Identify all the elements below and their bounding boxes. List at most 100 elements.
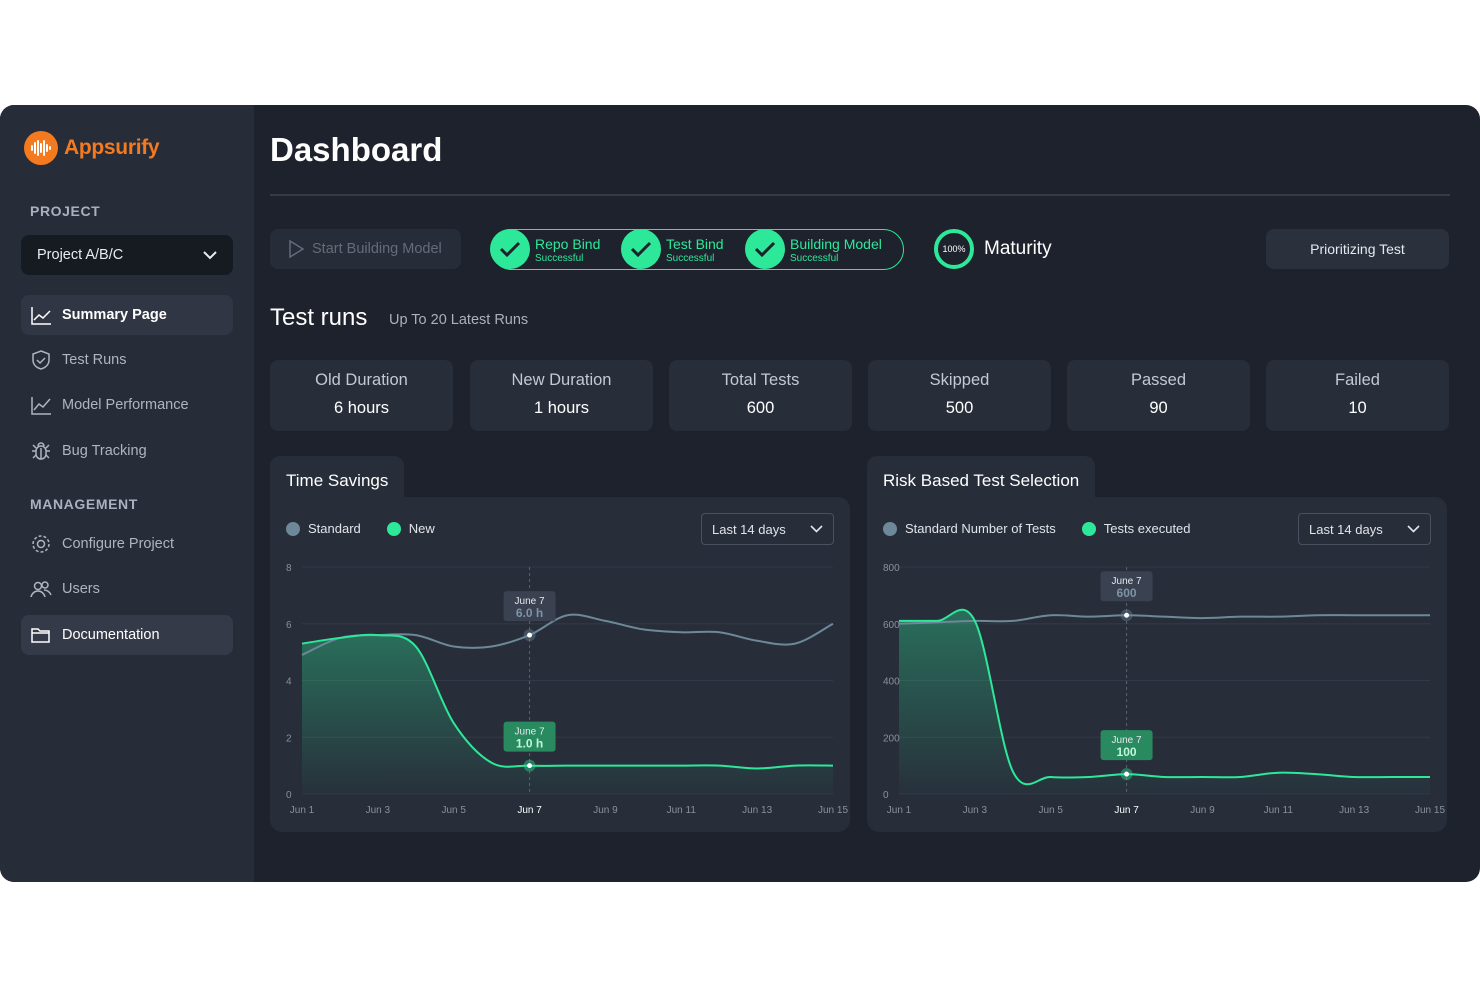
brand-name: Appsurify [64, 136, 160, 159]
x-tick-label: Jun 1 [887, 805, 912, 816]
prioritizing-test-button[interactable]: Prioritizing Test [1266, 229, 1449, 269]
tooltip-new-box [503, 721, 556, 752]
time-range-value: Last 14 days [1309, 521, 1383, 537]
project-select[interactable]: Project A/B/C [21, 235, 233, 275]
x-tick-label: Jun 5 [1038, 805, 1063, 816]
check-icon [621, 229, 661, 269]
y-tick-label: 0 [883, 790, 889, 801]
tab-time-savings[interactable]: Time Savings [270, 456, 405, 500]
chart-legend: Standard Number of Tests Tests executed [883, 521, 1191, 536]
x-tick-label: Jun 9 [593, 805, 618, 816]
legend-label: Standard [308, 521, 361, 536]
series-line-new [899, 608, 1430, 786]
sidebar-item-label: Documentation [62, 627, 160, 643]
main-content: Dashboard Start Building Model Repo Bind… [254, 105, 1480, 882]
legend-dot-new [386, 521, 401, 536]
sidebar-item-label: Bug Tracking [62, 443, 147, 459]
logo-icon [24, 131, 58, 165]
legend-dot-standard [883, 521, 897, 536]
stat-card-failed: Failed 10 [1266, 360, 1449, 431]
step-status: Successful [535, 252, 584, 264]
time-savings-panel: Standard New Last 14 days 0 2 4 6 8 Jun 1 Jun … [270, 497, 850, 832]
highlight-point-new-core [1124, 771, 1130, 777]
x-tick-label: Jun 7 [1114, 805, 1139, 816]
series-line-standard [898, 614, 1430, 625]
tooltip-new-date: June 7 [515, 727, 545, 738]
legend-label: New [408, 521, 435, 536]
x-tick-label: Jun 1 [290, 805, 315, 816]
sidebar-item-documentation[interactable]: Documentation [21, 615, 233, 655]
sidebar-item-label: Configure Project [62, 536, 175, 552]
page-title: Dashboard [270, 131, 443, 168]
time-range-value: Last 14 days [712, 521, 786, 537]
x-tick-label: Jun 5 [441, 805, 466, 816]
sidebar-item-configure-project[interactable]: Configure Project [21, 524, 233, 564]
x-tick-label: Jun 3 [963, 805, 988, 816]
legend-label: Standard Number of Tests [905, 521, 1056, 536]
series-line-new [301, 633, 834, 770]
step-building-model: Building Model Successful [745, 229, 882, 269]
brand-logo[interactable]: Appsurify [24, 131, 160, 165]
time-range-select[interactable]: Last 14 days [701, 513, 834, 545]
stat-label: Passed [1130, 371, 1187, 389]
step-test-bind: Test Bind Successful [621, 229, 724, 269]
title-divider [270, 194, 1450, 196]
time-range-select[interactable]: Last 14 days [1298, 513, 1431, 545]
x-tick-label: Jun 13 [1339, 805, 1369, 816]
x-tick-label: Jun 13 [742, 805, 772, 816]
tooltip-standard-date: June 7 [1112, 576, 1142, 587]
test-runs-subtitle: Up To 20 Latest Runs [389, 312, 529, 328]
stat-card-total-tests: Total Tests 600 [669, 360, 852, 431]
play-icon [289, 240, 304, 258]
stat-label: Failed [1335, 371, 1380, 389]
tooltip-new-date: June 7 [1112, 735, 1142, 746]
project-section-title: PROJECT [30, 203, 101, 219]
start-building-model-button[interactable]: Start Building Model [270, 229, 461, 269]
folder-icon [31, 628, 50, 643]
sidebar-item-summary-page[interactable]: Summary Page [21, 295, 233, 335]
risk-based-panel: Standard Number of Tests Tests executed … [867, 497, 1447, 832]
maturity-ring: 100% [934, 229, 974, 269]
stat-label: Total Tests [721, 371, 800, 389]
step-label: Building Model [790, 236, 882, 253]
tooltip-new-value: 100 [1117, 745, 1137, 759]
maturity-indicator: 100% Maturity [934, 229, 1052, 269]
stat-value: 1 hours [533, 399, 590, 417]
users-icon [30, 581, 52, 598]
x-tick-label: Jun 3 [366, 805, 391, 816]
pipeline-steps: Repo Bind Successful Test Bind Successful … [490, 229, 904, 270]
highlight-point-new-core [527, 763, 533, 769]
sidebar-item-label: Test Runs [62, 352, 127, 368]
y-tick-label: 2 [286, 733, 292, 744]
check-icon [745, 229, 785, 269]
sidebar-item-users[interactable]: Users [21, 569, 233, 609]
sidebar-item-label: Model Performance [62, 397, 189, 413]
sidebar-item-model-performance[interactable]: Model Performance [21, 385, 233, 425]
stat-label: Old Duration [315, 371, 408, 389]
tooltip-new-value: 1.0 h [516, 737, 543, 751]
project-select-value: Project A/B/C [37, 247, 124, 263]
risk-based-chart: 0 200 400 600 800 Jun 1 Jun 3 Jun 5 Jun 7 Jun 9 Ju… [883, 563, 1445, 816]
y-tick-label: 200 [883, 733, 900, 744]
x-tick-label: Jun 15 [1415, 805, 1445, 816]
sidebar-item-bug-tracking[interactable]: Bug Tracking [21, 431, 233, 471]
tooltip-standard-value: 600 [1117, 586, 1137, 600]
stat-card-passed: Passed 90 [1067, 360, 1250, 431]
highlight-point-standard-core [1124, 612, 1130, 618]
legend-label: Tests executed [1103, 521, 1191, 536]
stat-value: 10 [1348, 399, 1367, 417]
app-window: Appsurify PROJECT Project A/B/C Summary … [0, 105, 1480, 882]
tab-risk-based-test-selection[interactable]: Risk Based Test Selection [867, 456, 1096, 500]
legend-dot-standard [286, 521, 300, 536]
series-area-new [302, 634, 833, 794]
chevron-down-icon [1407, 525, 1420, 533]
check-icon [490, 229, 530, 269]
start-building-model-label: Start Building Model [312, 241, 442, 257]
x-tick-label: Jun 11 [1264, 805, 1294, 816]
stat-card-old-duration: Old Duration 6 hours [270, 360, 453, 431]
stat-card-skipped: Skipped 500 [868, 360, 1051, 431]
sidebar-item-test-runs[interactable]: Test Runs [21, 340, 233, 380]
tooltip-new-box [1100, 730, 1153, 761]
y-tick-label: 600 [883, 620, 900, 631]
series-area-new [899, 609, 1430, 794]
